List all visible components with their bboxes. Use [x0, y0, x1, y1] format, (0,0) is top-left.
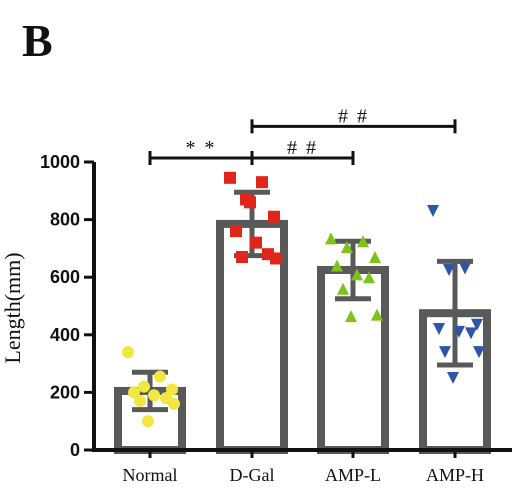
data-point [270, 252, 282, 265]
data-point [268, 210, 280, 223]
data-point [134, 395, 146, 408]
data-point [369, 251, 381, 264]
y-tick-label: 200 [50, 382, 80, 402]
data-point [325, 232, 337, 245]
data-point [465, 327, 477, 340]
data-point [230, 225, 242, 238]
data-point [337, 282, 349, 295]
data-point [453, 325, 465, 338]
data-points [122, 171, 485, 428]
y-tick-label: 1000 [40, 152, 80, 172]
data-point [443, 264, 455, 276]
x-tick-label: D-Gal [230, 465, 275, 485]
data-point [256, 176, 268, 189]
y-tick-label: 400 [50, 325, 80, 345]
data-point [447, 372, 459, 384]
y-tick-label: 800 [50, 210, 80, 230]
data-point [363, 271, 375, 284]
y-axis-title: Length(mm) [0, 252, 25, 363]
x-tick-label: AMP-H [426, 465, 484, 485]
significance-bracket: # # [250, 105, 457, 134]
data-point [236, 251, 248, 264]
data-point [459, 262, 471, 275]
axes: 0 200 400 600 800 1000 Normal D-Gal AMP-L AMP-H [40, 152, 512, 485]
data-point [168, 397, 180, 410]
data-point [244, 196, 256, 209]
data-point [345, 310, 357, 323]
data-point [439, 346, 451, 359]
data-point [142, 415, 154, 428]
significance-label: * * [186, 137, 217, 159]
significance-label: # # [338, 105, 369, 127]
error-bars [132, 189, 473, 413]
significance-bracket: * * [148, 137, 254, 165]
y-tick-label: 0 [70, 440, 80, 460]
data-point [427, 204, 439, 217]
data-point [138, 380, 150, 393]
bar [419, 309, 491, 455]
significance-label: # # [287, 137, 318, 159]
data-point [351, 268, 363, 281]
bars [114, 219, 491, 455]
data-point [250, 236, 262, 249]
significance-bracket: # # [250, 137, 355, 165]
data-point [473, 346, 485, 359]
data-point [331, 259, 343, 272]
panel-letter: B [22, 15, 53, 66]
y-tick-label: 600 [50, 267, 80, 287]
x-tick-label: AMP-L [325, 465, 381, 485]
data-point [471, 318, 483, 331]
significance-brackets: * * # # # # [148, 105, 457, 165]
data-point [341, 240, 353, 253]
error-bar [437, 258, 473, 368]
x-tick-label: Normal [123, 465, 178, 485]
data-point [128, 386, 140, 399]
data-point [357, 235, 369, 248]
data-point [371, 308, 383, 321]
data-point [224, 171, 236, 184]
data-point [148, 389, 160, 402]
data-point [154, 370, 166, 383]
data-point [433, 323, 445, 336]
data-point [166, 383, 178, 396]
data-point [122, 346, 134, 359]
